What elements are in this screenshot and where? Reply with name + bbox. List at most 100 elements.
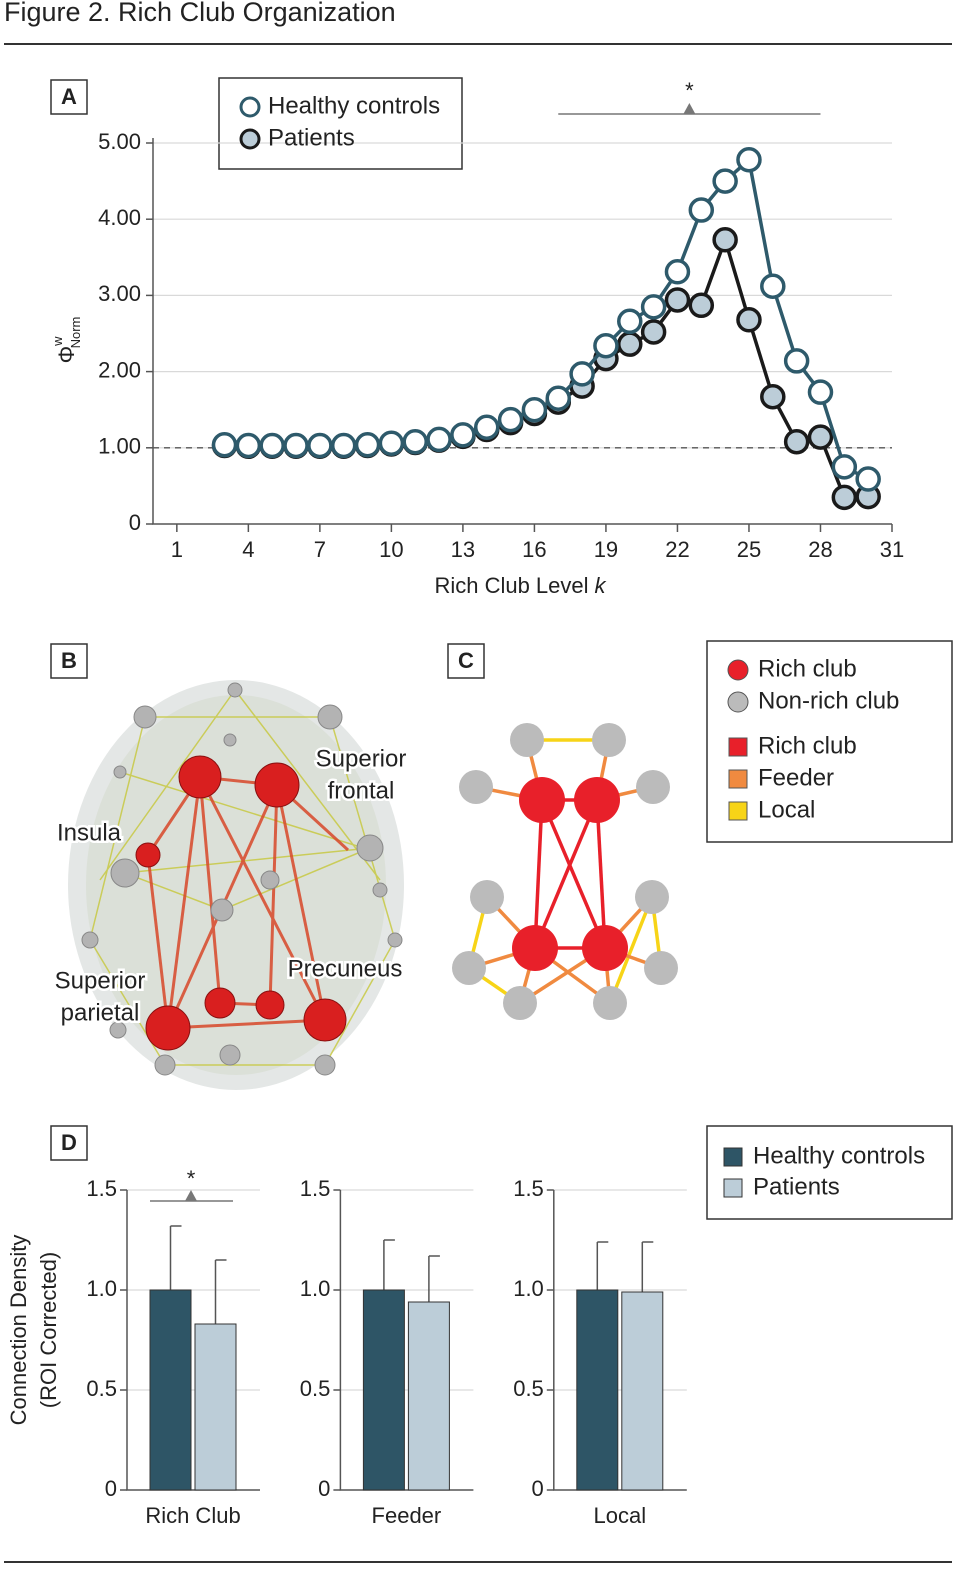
y-tick-label: 1.0 [513,1276,544,1301]
data-point [473,414,500,440]
x-tick-label: 16 [522,537,546,562]
legend-label: Patients [268,124,355,151]
bar [576,1289,619,1491]
data-point [617,308,643,335]
data-point [617,331,643,357]
y-axis-label: Φw Norm [50,317,83,364]
x-tick-label: 1 [171,537,183,562]
bar [194,1323,237,1491]
y-tick-label: 1.5 [300,1176,331,1201]
data-point [831,454,858,480]
panel-label-box [447,643,485,679]
axes [152,138,892,525]
significance-marker [683,103,696,114]
legend-marker [239,128,261,150]
data-point [855,466,881,492]
panel-label: D [61,1130,77,1155]
legend-box [218,77,463,170]
y-tick-label: 1.00 [98,434,141,459]
data-point [664,259,691,285]
data-point [783,348,810,374]
y-tick-label: 0 [318,1476,330,1501]
x-tick-label: 19 [594,537,618,562]
legend-swatch [728,737,748,757]
panel-label-box [50,79,88,115]
x-tick-label: 13 [451,537,475,562]
axes [553,1190,687,1491]
bar [407,1301,450,1491]
data-point [569,361,595,387]
data-point [640,319,667,345]
panel-label: B [61,648,77,673]
y-tick-label: 1.5 [513,1176,544,1201]
panel-label-box [50,643,88,679]
x-tick-label: Rich Club [145,1503,240,1528]
significance-marker [185,1190,197,1201]
data-point [521,396,548,423]
y-axis-label: (ROI Corrected) [36,1252,61,1408]
rich-club-diagram [452,723,678,1020]
region-label: frontal [328,777,395,804]
y-tick-label: 0 [532,1476,544,1501]
data-point [807,424,834,450]
legend-label: Local [758,796,815,823]
legend-swatch [723,1178,743,1198]
axes [339,1190,474,1491]
legend-swatch [728,801,748,821]
data-point [664,287,691,313]
bar [362,1289,405,1491]
data-point [545,385,572,412]
data-point [807,379,834,405]
region-label: Precuneus [288,955,403,982]
data-point [593,332,619,359]
x-tick-label: 4 [242,537,254,562]
y-label-sup: w [50,336,65,347]
x-tick-label: 25 [737,537,761,562]
x-axis-label: Rich Club Level k [434,573,606,598]
legend-marker [727,659,749,681]
panel-label-box [50,1125,88,1161]
y-tick-label: 0.5 [300,1376,331,1401]
x-tick-label: 10 [379,537,403,562]
brain-network [68,680,404,1090]
data-point [760,383,786,410]
data-point [235,432,262,459]
legend-label: Rich club [758,655,857,682]
axes [126,1190,260,1491]
region-label: Superior [55,967,146,994]
red-nodes [135,755,347,1051]
bar [621,1291,664,1491]
y-tick-label: 4.00 [98,205,141,230]
diagram-gray-nodes [452,723,678,1020]
data-point [354,432,381,458]
y-label-symbol: Φ [54,346,79,364]
region-label: parietal [61,999,140,1026]
data-point [712,168,738,194]
x-label-var: k [595,573,607,598]
legend-marker [727,691,749,713]
data-point [211,432,238,458]
legend-label: Rich club [758,732,857,759]
legend-label: Healthy controls [268,92,440,119]
panel-label: C [458,648,474,673]
data-point [688,197,715,223]
data-point [736,307,762,333]
y-tick-label: 0 [129,510,141,535]
data-point [330,432,357,459]
legend-box [706,640,953,843]
y-label-sub: Norm [68,317,83,349]
y-tick-label: 2.00 [98,357,141,382]
x-tick-label: 31 [880,537,904,562]
x-tick-label: Feeder [372,1503,442,1528]
data-point [283,432,309,459]
y-tick-label: 0.5 [513,1376,544,1401]
x-tick-label: 28 [808,537,832,562]
y-tick-label: 1.0 [300,1276,331,1301]
y-tick-label: 5.00 [98,129,141,154]
legend-label: Patients [753,1173,840,1200]
y-tick-label: 3.00 [98,281,141,306]
bar [149,1289,192,1491]
gray-nodes [81,682,403,1076]
data-point [688,292,715,319]
